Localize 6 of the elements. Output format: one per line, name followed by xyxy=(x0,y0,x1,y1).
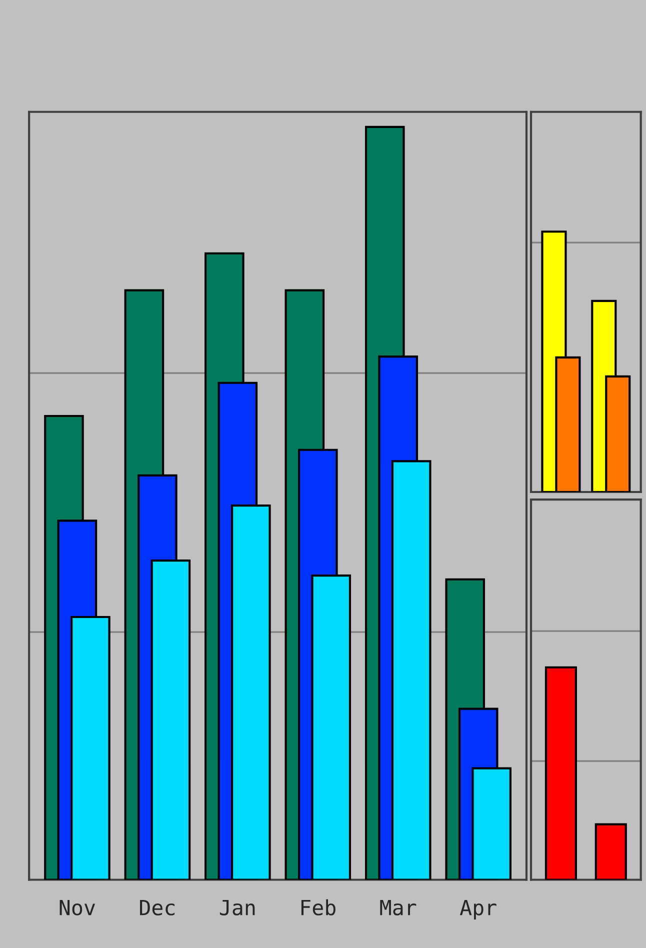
x-tick-label: Apr xyxy=(460,900,496,920)
x-tick-label: Jan xyxy=(220,900,255,916)
x-tick-label: Feb xyxy=(301,899,336,916)
x-tick-label: Mar xyxy=(380,900,416,916)
x-tick-label: Dec xyxy=(140,900,175,916)
x-tick-label: Nov xyxy=(60,900,96,916)
